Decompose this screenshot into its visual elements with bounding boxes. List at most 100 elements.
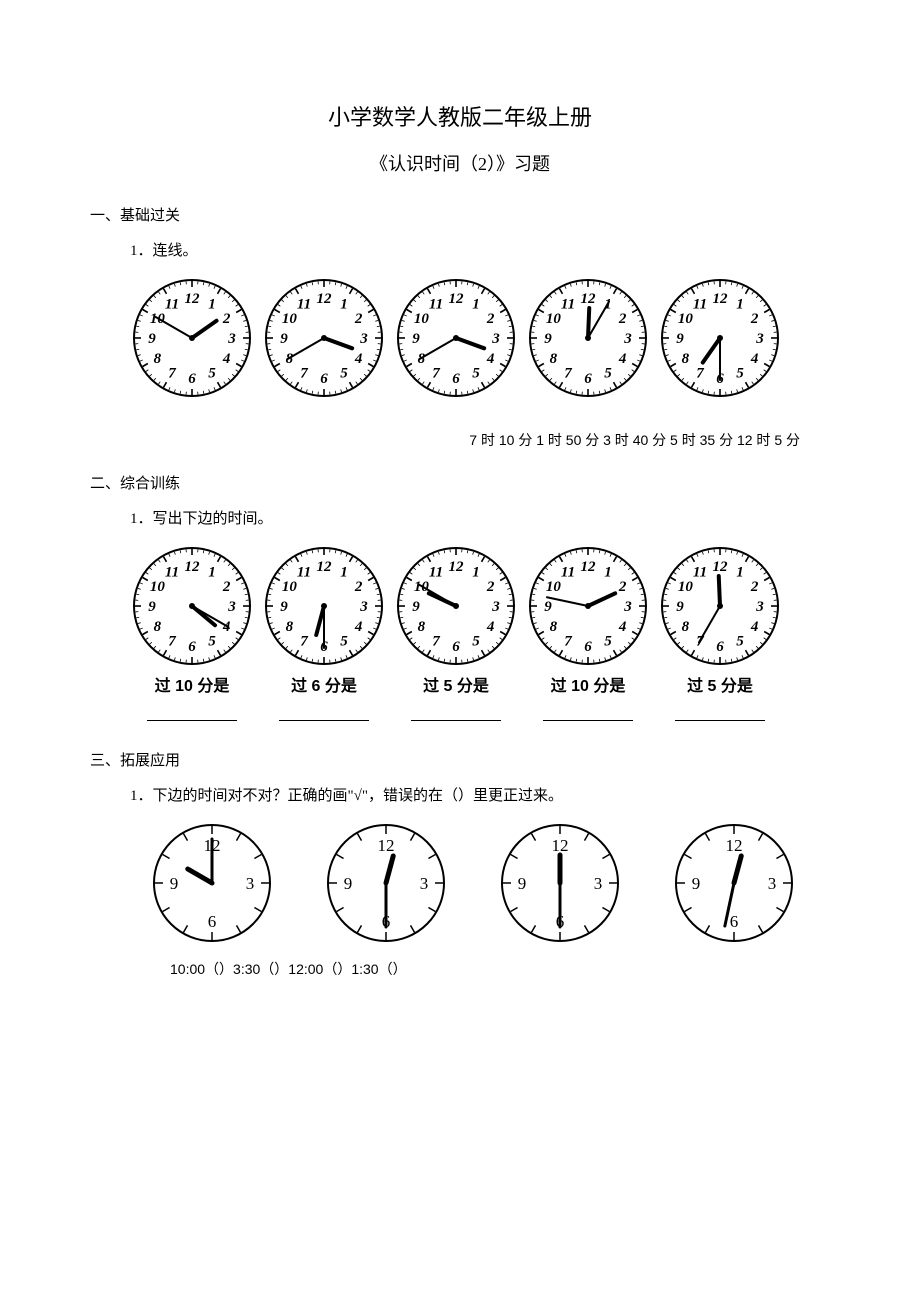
svg-text:6: 6	[452, 371, 460, 387]
svg-text:11: 11	[297, 564, 311, 580]
svg-text:2: 2	[618, 311, 627, 327]
page-title: 小学数学人教版二年级上册	[90, 100, 830, 132]
svg-text:6: 6	[188, 371, 196, 387]
svg-text:12: 12	[713, 291, 729, 307]
clock-item: 36912	[150, 821, 274, 945]
svg-text:6: 6	[320, 371, 328, 387]
svg-text:4: 4	[354, 619, 363, 635]
svg-text:4: 4	[222, 351, 231, 367]
clock-item: 123456789101112过 5 分是	[394, 544, 518, 721]
svg-text:12: 12	[552, 836, 569, 855]
svg-text:6: 6	[452, 639, 460, 655]
svg-text:12: 12	[449, 291, 465, 307]
svg-text:11: 11	[165, 296, 179, 312]
svg-text:9: 9	[280, 599, 288, 615]
svg-text:9: 9	[518, 874, 527, 893]
clock-item: 36912	[498, 821, 622, 945]
section2-heading: 二、综合训练	[90, 472, 830, 493]
section1-heading: 一、基础过关	[90, 204, 830, 225]
svg-text:11: 11	[693, 564, 707, 580]
clock-item: 123456789101112	[394, 276, 518, 400]
clock-face: 36912	[324, 821, 448, 945]
answer-blank[interactable]	[147, 706, 237, 721]
svg-text:9: 9	[170, 874, 179, 893]
clock-item: 123456789101112	[658, 276, 782, 400]
svg-text:12: 12	[713, 559, 729, 575]
svg-text:8: 8	[154, 351, 162, 367]
svg-text:1: 1	[736, 564, 744, 580]
svg-text:3: 3	[623, 331, 632, 347]
svg-text:2: 2	[750, 311, 759, 327]
svg-text:8: 8	[682, 351, 690, 367]
svg-text:12: 12	[317, 291, 333, 307]
svg-text:12: 12	[317, 559, 333, 575]
svg-text:6: 6	[584, 371, 592, 387]
clock-caption: 过 10 分是	[551, 672, 626, 696]
svg-text:10: 10	[282, 579, 298, 595]
clock-caption: 过 10 分是	[155, 672, 230, 696]
svg-text:10: 10	[546, 311, 562, 327]
svg-text:3: 3	[755, 331, 764, 347]
svg-text:9: 9	[280, 331, 288, 347]
section2-q1: 1．写出下边的时间。	[130, 507, 830, 528]
clock-caption: 过 5 分是	[687, 672, 753, 696]
svg-text:3: 3	[359, 599, 368, 615]
clock-face: 123456789101112	[394, 544, 518, 668]
svg-text:8: 8	[154, 619, 162, 635]
answer-blank[interactable]	[411, 706, 501, 721]
svg-text:2: 2	[750, 579, 759, 595]
svg-text:10: 10	[546, 579, 562, 595]
clock-face: 123456789101112	[658, 276, 782, 400]
svg-text:11: 11	[561, 296, 575, 312]
clock-item: 36912	[672, 821, 796, 945]
svg-text:9: 9	[544, 331, 552, 347]
clock-item: 123456789101112过 5 分是	[658, 544, 782, 721]
svg-text:11: 11	[429, 296, 443, 312]
section3-answers: 10:00（）3:30（）12:00（）1:30（）	[170, 959, 830, 979]
section1-clocks: 1234567891011121234567891011121234567891…	[130, 276, 830, 400]
svg-text:12: 12	[581, 291, 597, 307]
svg-text:2: 2	[354, 311, 363, 327]
svg-text:8: 8	[682, 619, 690, 635]
svg-text:12: 12	[185, 559, 201, 575]
svg-text:6: 6	[716, 639, 724, 655]
section1-q1: 1．连线。	[130, 239, 830, 260]
answer-blank[interactable]	[543, 706, 633, 721]
svg-text:11: 11	[297, 296, 311, 312]
answer-blank[interactable]	[279, 706, 369, 721]
svg-text:3: 3	[768, 874, 777, 893]
svg-text:6: 6	[188, 639, 196, 655]
clock-face: 123456789101112	[526, 276, 650, 400]
svg-text:1: 1	[472, 296, 480, 312]
svg-text:9: 9	[692, 874, 701, 893]
clock-item: 123456789101112过 10 分是	[130, 544, 254, 721]
svg-text:6: 6	[730, 912, 739, 931]
svg-text:11: 11	[165, 564, 179, 580]
svg-text:11: 11	[693, 296, 707, 312]
svg-text:1: 1	[604, 564, 612, 580]
svg-text:4: 4	[618, 619, 627, 635]
clock-item: 123456789101112	[262, 276, 386, 400]
svg-text:1: 1	[736, 296, 744, 312]
clock-face: 123456789101112	[526, 544, 650, 668]
clock-face: 123456789101112	[658, 544, 782, 668]
svg-text:10: 10	[414, 311, 430, 327]
svg-text:12: 12	[449, 559, 465, 575]
svg-text:5: 5	[208, 634, 216, 650]
svg-text:1: 1	[340, 296, 348, 312]
svg-text:5: 5	[736, 366, 744, 382]
section3-clocks: 36912369123691236912	[150, 821, 830, 945]
svg-text:2: 2	[222, 579, 231, 595]
clock-caption: 过 6 分是	[291, 672, 357, 696]
clock-item: 123456789101112过 6 分是	[262, 544, 386, 721]
svg-text:6: 6	[584, 639, 592, 655]
clock-face: 123456789101112	[262, 276, 386, 400]
svg-text:3: 3	[491, 331, 500, 347]
answer-blank[interactable]	[675, 706, 765, 721]
section3-heading: 三、拓展应用	[90, 749, 830, 770]
svg-text:9: 9	[544, 599, 552, 615]
svg-text:4: 4	[750, 351, 759, 367]
svg-text:7: 7	[168, 366, 176, 382]
clock-item: 123456789101112	[526, 276, 650, 400]
svg-text:5: 5	[208, 366, 216, 382]
